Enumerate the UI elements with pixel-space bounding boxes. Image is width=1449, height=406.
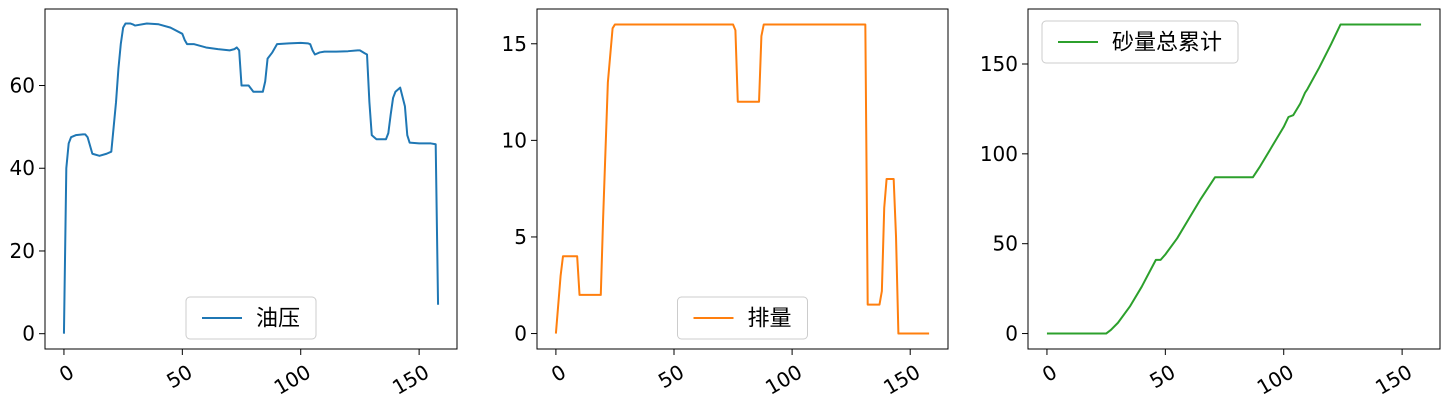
legend: 排量 [677,296,808,340]
y-tick-label: 50 [993,232,1018,256]
axes-frame [536,8,949,350]
x-tick-label: 50 [162,360,196,394]
legend-label: 砂量总累计 [1112,31,1222,56]
subplot-1: 0 50 100 150 0 20 40 60 油压 [10,8,458,400]
legend: 油压 [185,296,317,340]
y-tick-label: 0 [22,322,35,346]
y-tick-label: 20 [10,239,35,263]
x-tick-label: 100 [270,360,315,400]
legend-label: 排量 [748,307,792,332]
legend: 砂量总累计 [1041,20,1239,64]
x-tick-label: 0 [1038,360,1061,387]
y-tick-label: 0 [1005,322,1018,346]
x-tick-label: 150 [879,360,924,400]
subplot-3: 0 50 100 150 0 50 100 150 砂量总累计 [980,8,1441,400]
axes-frame [1027,8,1441,350]
legend-box [677,296,808,340]
y-tick-label: 150 [980,52,1018,76]
x-tick-label: 100 [761,360,806,400]
legend-box [185,296,317,340]
axes-frame [44,8,458,350]
x-tick-label: 150 [388,360,433,400]
series-line-3-1 [1046,23,1422,335]
x-tick-label: 150 [1371,360,1416,400]
y-tick-label: 40 [10,156,35,180]
series-line-2-1 [554,23,930,335]
y-tick-label: 15 [502,32,527,56]
y-tick-label: 60 [10,74,35,98]
x-tick-label: 50 [1145,360,1179,394]
x-tick-label: 50 [654,360,688,394]
x-tick-label: 0 [55,360,78,387]
legend-box [1041,20,1239,64]
y-tick-label: 5 [514,225,527,249]
series-line-1-1 [62,22,440,334]
y-tick-label: 100 [980,142,1018,166]
x-tick-label: 100 [1253,360,1298,400]
x-tick-label: 0 [547,360,570,387]
y-tick-label: 10 [502,128,527,152]
subplot-2: 0 50 100 150 0 5 10 15 排量 [502,8,949,400]
legend-label: 油压 [256,307,300,332]
y-tick-label: 0 [514,322,527,346]
